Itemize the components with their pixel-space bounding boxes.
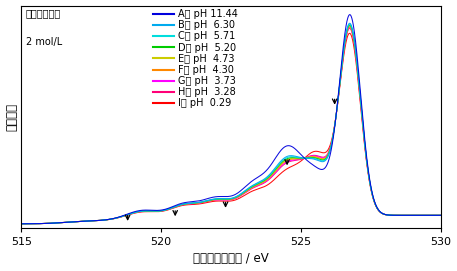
Y-axis label: 相対強度: 相対強度 bbox=[5, 103, 19, 131]
X-axis label: 発光エネルギー / eV: 発光エネルギー / eV bbox=[193, 253, 269, 265]
Text: 2 mol/L: 2 mol/L bbox=[26, 37, 62, 47]
Legend: A： pH 11.44, B： pH  6.30, C： pH  5.71, D： pH  5.20, E： pH  4.73, F： pH  4.30, G：: A： pH 11.44, B： pH 6.30, C： pH 5.71, D： … bbox=[152, 8, 239, 109]
Text: 酢酸水溶液｜: 酢酸水溶液｜ bbox=[26, 8, 61, 18]
